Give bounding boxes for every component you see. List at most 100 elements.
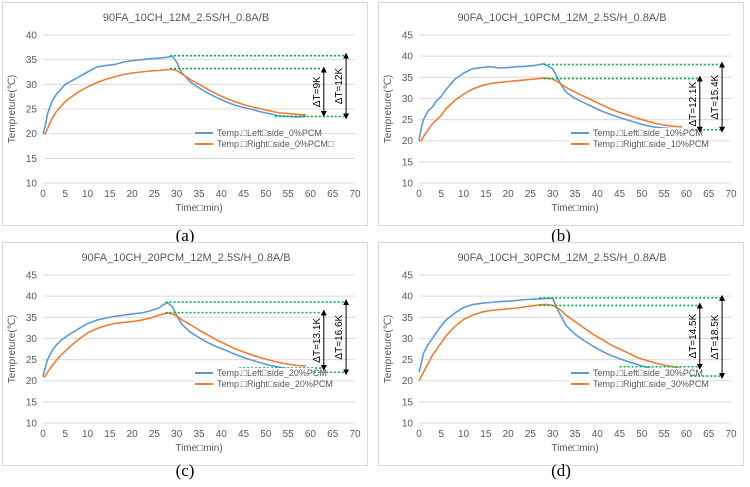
x-axis-title: Time□min) [551,443,598,454]
delta-t-label: ΔT=18.5K [710,314,721,359]
x-tick-label: 70 [349,429,361,440]
x-axis-title: Time□min) [175,203,222,214]
y-tick-label: 20 [402,136,414,147]
x-tick-label: 5 [439,189,445,200]
delta-t-label: ΔT=9K [312,76,323,107]
series-line-right-side [418,303,683,382]
series-line-left-side [418,62,682,141]
caption-a: (a) [175,226,195,245]
delta-t-label: ΔT=15.4K [710,74,721,119]
x-tick-label: 15 [480,189,492,200]
x-tick-label: 55 [283,189,295,200]
y-tick-label: 10 [26,179,38,190]
delta-t-label: ΔT=12K [334,68,345,105]
x-tick-label: 65 [327,429,339,440]
y-tick-label: 30 [402,334,414,345]
series-line-right-side [43,68,307,135]
y-tick-label: 30 [26,334,38,345]
x-tick-label: 55 [659,189,671,200]
x-tick-label: 10 [82,189,94,200]
y-axis-title: Tempreture(℃) [7,75,18,143]
series-line-left-side [418,297,683,378]
legend-bg [193,128,313,138]
x-tick-label: 45 [238,429,250,440]
legend-label: Temp.□Right□side_0%PCM□ [217,139,334,149]
x-tick-label: 30 [547,429,559,440]
x-tick-label: 0 [416,189,422,200]
legend-label: Temp.□Left□side_0%PCM [217,128,322,138]
delta-t-label: ΔT=16.6K [334,314,345,359]
x-tick-label: 35 [569,429,581,440]
y-tick-label: 40 [26,292,38,303]
x-tick-label: 20 [127,429,139,440]
series-line-right-side [43,312,307,378]
delta-t-label: ΔT=14.5K [688,313,699,358]
x-tick-label: 10 [82,429,94,440]
y-tick-label: 40 [402,292,414,303]
chart-panel-b: 90FA_10CH_10PCM_12M_2.5S/H_0.8A/B 10 15 20 2… [378,2,744,226]
y-tick-label: 20 [26,376,38,387]
caption-b: (b) [551,226,571,245]
legend-bg [193,139,313,149]
x-tick-label: 40 [216,429,228,440]
y-tick-label: 25 [26,105,38,116]
y-tick-label: 30 [26,80,38,91]
series-line-left-side [42,302,307,377]
legend-bg [569,139,689,149]
x-tick-label: 25 [149,429,161,440]
y-axis-title: Tempreture(℃) [383,315,394,383]
x-tick-label: 45 [238,189,250,200]
legend-bg [193,379,313,389]
x-tick-label: 5 [439,429,445,440]
legend-label: Temp.□Left□side_30%PCM [593,368,703,378]
y-tick-label: 15 [26,397,38,408]
x-tick-label: 0 [416,429,422,440]
y-tick-label: 20 [402,376,414,387]
chart-title: 90FA_10CH_20PCM_12M_2.5S/H_0.8A/B [81,252,290,264]
chart-d: 90FA_10CH_30PCM_12M_2.5S/H_0.8A/B 10 15 20 2… [383,252,737,454]
x-tick-label: 65 [703,189,715,200]
y-axis-title: Tempreture(℃) [383,75,394,143]
x-tick-label: 50 [636,429,648,440]
x-tick-label: 55 [659,429,671,440]
y-tick-label: 40 [402,52,414,63]
x-axis-title: Time□min) [551,203,598,214]
chart-title: 90FA_10CH_12M_2.5S/H_0.8A/B [103,12,269,24]
x-tick-label: 50 [636,189,648,200]
y-tick-label: 45 [26,271,38,282]
y-tick-label: 35 [402,73,414,84]
x-tick-label: 15 [480,429,492,440]
caption-d: (d) [551,461,571,480]
y-tick-label: 15 [402,157,414,168]
y-tick-label: 30 [402,94,414,105]
series-line-left-side [42,55,307,134]
x-tick-label: 10 [458,189,470,200]
x-tick-label: 70 [349,189,361,200]
x-tick-label: 70 [725,189,737,200]
x-tick-label: 35 [193,429,205,440]
x-tick-label: 50 [260,429,272,440]
x-tick-label: 30 [171,429,183,440]
y-tick-label: 35 [26,55,38,66]
legend-bg [569,128,689,138]
y-axis-title: Tempreture(℃) [7,315,18,383]
y-tick-label: 35 [26,313,38,324]
x-tick-label: 25 [525,429,537,440]
x-tick-label: 25 [149,189,161,200]
x-tick-label: 0 [40,189,46,200]
x-tick-label: 20 [503,429,515,440]
x-tick-label: 60 [305,429,317,440]
x-tick-label: 40 [592,429,604,440]
y-tick-label: 25 [402,355,414,366]
chart-panel-c: 90FA_10CH_20PCM_12M_2.5S/H_0.8A/B 10 15 20 2… [2,242,368,466]
x-tick-label: 45 [614,429,626,440]
x-tick-label: 20 [127,189,139,200]
x-tick-label: 25 [525,189,537,200]
x-tick-label: 35 [569,189,581,200]
x-axis-title: Time□min) [175,443,222,454]
x-tick-label: 50 [260,189,272,200]
x-tick-label: 5 [63,189,69,200]
chart-panel-a: 90FA_10CH_12M_2.5S/H_0.8A/B 10 15 20 25 30 35 4… [2,2,368,226]
legend-bg [569,379,689,389]
x-tick-label: 30 [547,189,559,200]
